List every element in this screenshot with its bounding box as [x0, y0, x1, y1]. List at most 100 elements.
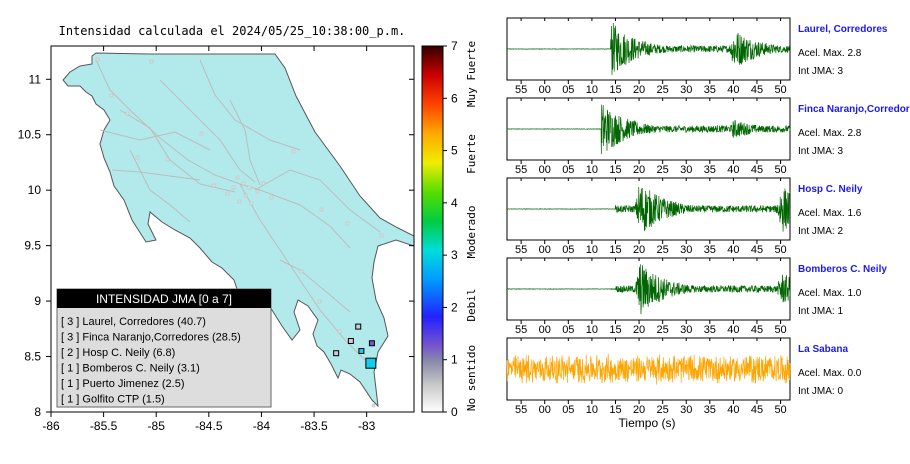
trace-tick-label: 45 — [751, 404, 763, 416]
station-name: La Sabana — [798, 344, 848, 355]
cb-label-moderado: Moderado — [465, 206, 478, 259]
trace-tick-label: 40 — [727, 84, 739, 96]
trace-tick-label: 50 — [774, 164, 786, 176]
seismogram-panels: 55 00 05 10 15 20 25 30 35 40 45 50 Laurel, Corredor… — [506, 17, 910, 416]
station-name: Bomberos C. Neily — [798, 264, 887, 275]
trace-tick-label: 45 — [751, 324, 763, 336]
trace-tick-label: 25 — [657, 244, 669, 256]
time-axis-label: Tiempo (s) — [619, 416, 676, 430]
intensity-colorbar: 7 6 5 4 3 2 1 0 Muy Fuerte Fuerte Moderado Debi… — [421, 39, 478, 419]
trace-tick-label: 55 — [515, 244, 527, 256]
cb-label-muy-fuerte: Muy Fuerte — [465, 41, 478, 107]
trace-tick-label: 00 — [539, 244, 551, 256]
station-name: Hosp C. Neily — [798, 184, 863, 195]
station-int-jma: Int JMA: 0 — [798, 386, 843, 397]
station-marker[interactable] — [333, 350, 340, 357]
cb-tick-label: 0 — [451, 405, 458, 419]
legend-item: [ 3 ] Laurel, Corredores (40.7) — [61, 316, 206, 328]
trace-tick-label: 40 — [727, 244, 739, 256]
cb-label-debil: Debil — [465, 288, 478, 321]
trace-tick-label: 50 — [774, 324, 786, 336]
trace-tick-label: 30 — [680, 164, 692, 176]
station-acel-max: Acel. Max. 2.8 — [798, 48, 862, 59]
legend-items: [ 3 ] Laurel, Corredores (40.7) [ 3 ] Fin… — [61, 316, 241, 406]
waveform-trace — [506, 264, 791, 315]
legend-box — [56, 288, 272, 408]
cb-tick-label: 3 — [451, 248, 458, 262]
trace-tick-label: 40 — [727, 404, 739, 416]
trace-tick-label: 15 — [609, 84, 621, 96]
cb-label-no-sentido: No sentido — [465, 345, 478, 411]
station-marker[interactable] — [347, 338, 354, 345]
station-int-jma: Int JMA: 1 — [798, 306, 843, 317]
station-marker[interactable] — [355, 323, 362, 330]
map-ytick-label: 10 — [28, 183, 42, 197]
cb-tick-label: 7 — [451, 39, 458, 53]
trace-tick-label: 30 — [680, 84, 692, 96]
map-y-axis: 11 10.5 10 9.5 9 8.5 8 — [18, 72, 414, 419]
map-xtick-label: -83.5 — [300, 419, 328, 433]
trace-tick-label: 05 — [562, 84, 574, 96]
trace-tick-label: 30 — [680, 324, 692, 336]
seismogram-panel: 55 00 05 10 15 20 25 30 35 40 45 50 Laurel, Corredor… — [506, 17, 888, 96]
trace-tick-label: 10 — [586, 84, 598, 96]
waveform-trace — [506, 353, 791, 385]
trace-tick-label: 40 — [727, 324, 739, 336]
seismogram-panel: 55 00 05 10 15 20 25 30 35 40 45 50 Hosp C. Neily Ace… — [506, 177, 863, 256]
map-frame — [50, 45, 415, 413]
map-ytick-label: 9 — [34, 294, 41, 308]
trace-tick-label: 15 — [609, 164, 621, 176]
trace-tick-label: 05 — [562, 244, 574, 256]
trace-tick-label: 15 — [609, 404, 621, 416]
map-ytick-label: 9.5 — [24, 239, 41, 253]
trace-tick-label: 30 — [680, 244, 692, 256]
trace-tick-label: 45 — [751, 244, 763, 256]
cb-tick-label: 6 — [451, 91, 458, 105]
map-title: Intensidad calculada el 2024/05/25_10:38… — [59, 24, 406, 38]
map-canvas — [62, 52, 414, 408]
trace-tick-label: 05 — [562, 404, 574, 416]
trace-tick-label: 25 — [657, 84, 669, 96]
trace-tick-label: 10 — [586, 244, 598, 256]
colorbar-ticks: 7 6 5 4 3 2 1 0 — [443, 39, 458, 419]
trace-tick-label: 35 — [704, 324, 716, 336]
seismogram-panel: 55 00 05 10 15 20 25 30 35 40 45 50 La Sabana Acel. M… — [506, 337, 862, 416]
trace-tick-label: 05 — [562, 324, 574, 336]
station-acel-max: Acel. Max. 2.8 — [798, 128, 862, 139]
waveform-trace — [506, 104, 791, 155]
legend-item: [ 1 ] Bomberos C. Neily (3.1) — [61, 363, 200, 375]
cb-tick-label: 5 — [451, 144, 458, 158]
station-marker[interactable] — [365, 357, 377, 369]
seismogram-panel: 55 00 05 10 15 20 25 30 35 40 45 50 Finca Naranjo,Co… — [506, 97, 910, 176]
trace-tick-label: 00 — [539, 324, 551, 336]
trace-tick-label: 25 — [657, 164, 669, 176]
trace-tick-label: 45 — [751, 84, 763, 96]
cb-tick-label: 1 — [451, 353, 458, 367]
trace-tick-label: 10 — [586, 164, 598, 176]
trace-tick-label: 20 — [633, 324, 645, 336]
trace-tick-label: 15 — [609, 244, 621, 256]
trace-tick-label: 35 — [704, 404, 716, 416]
station-int-jma: Int JMA: 3 — [798, 146, 843, 157]
legend-header — [57, 289, 271, 308]
station-marker[interactable] — [358, 348, 365, 354]
station-marker[interactable] — [368, 340, 375, 347]
trace-tick-label: 20 — [633, 244, 645, 256]
trace-tick-label: 15 — [609, 324, 621, 336]
station-int-jma: Int JMA: 3 — [798, 66, 843, 77]
trace-tick-label: 30 — [680, 404, 692, 416]
trace-tick-label: 20 — [633, 84, 645, 96]
waveform-trace — [506, 23, 791, 75]
map-x-axis: -86 -85.5 -85 -84.5 -84 -83.5 -83 — [42, 46, 376, 433]
station-acel-max: Acel. Max. 1.0 — [798, 288, 862, 299]
trace-tick-label: 40 — [727, 164, 739, 176]
map-ytick-label: 10.5 — [18, 128, 42, 142]
trace-tick-label: 55 — [515, 404, 527, 416]
cb-label-fuerte: Fuerte — [465, 134, 478, 174]
trace-tick-label: 10 — [586, 404, 598, 416]
trace-tick-label: 35 — [704, 84, 716, 96]
town-markers — [95, 57, 384, 408]
map-xtick-label: -84 — [253, 419, 271, 433]
station-layer — [333, 323, 377, 369]
station-int-jma: Int JMA: 2 — [798, 226, 843, 237]
